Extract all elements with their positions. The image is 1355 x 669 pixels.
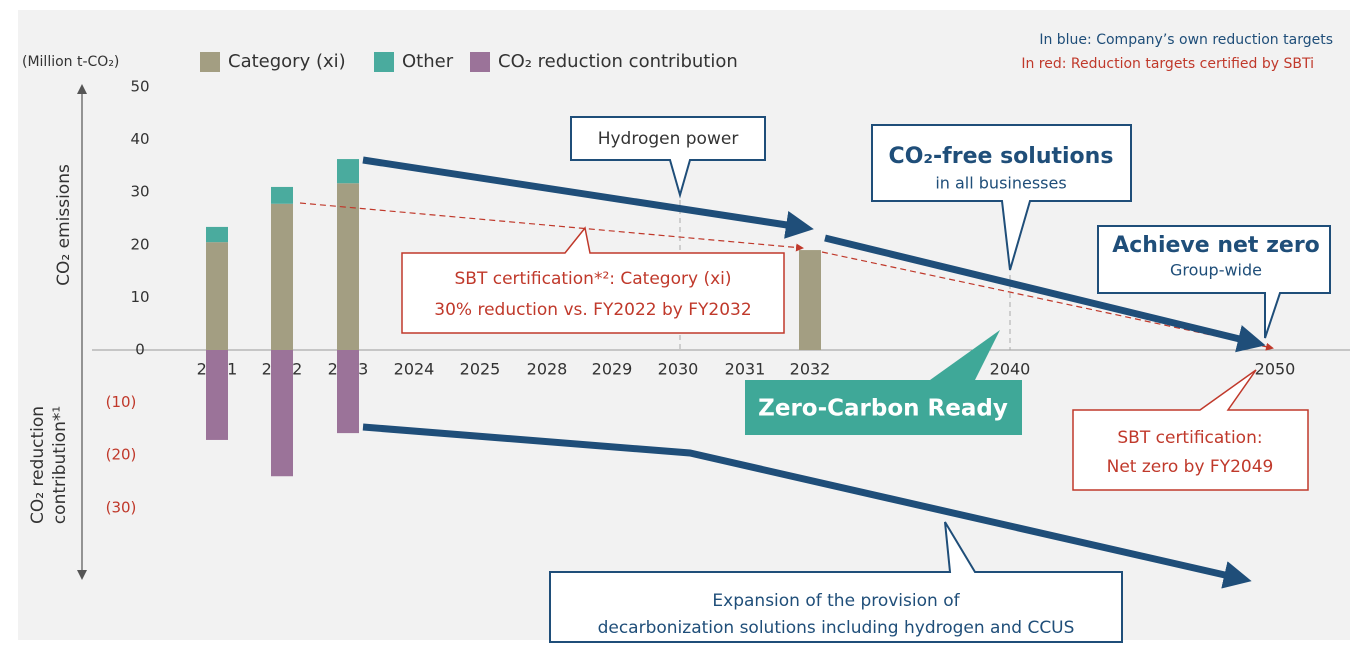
annotation: in all businesses [935,174,1066,193]
legend-label: Category (xi) [228,51,346,72]
x-tick-label: 2024 [394,360,435,379]
bar [206,226,228,243]
callout [549,521,1123,643]
callout [871,124,1132,271]
y-tick-label: 10 [130,288,149,306]
y-tick-label: (10) [106,393,137,411]
annotation: Group-wide [1170,261,1262,280]
annotation: Net zero by FY2049 [1107,457,1274,477]
y-tick-label: 30 [130,183,149,201]
target-arrow [824,234,1266,353]
bar [271,186,293,204]
legend-swatch [470,52,490,72]
bar [337,183,359,350]
x-tick-label: 2031 [725,360,766,379]
annotation: Hydrogen power [598,129,739,149]
bar [799,250,821,350]
annotation: SBT certification*²: Category (xi) [454,269,731,289]
y-axis-label: CO₂ emissions [54,164,74,286]
y-negative-label: CO₂ reduction [28,406,48,524]
y-tick-label: 40 [130,130,149,148]
sbt-trend [299,202,804,252]
bar [271,203,293,350]
annotation: CO₂-free solutions [889,144,1114,169]
legend-swatch [374,52,394,72]
annotation: Expansion of the provision of [712,591,960,611]
y-negative-label: contribution*¹ [50,406,70,524]
x-tick-label: 2028 [527,360,568,379]
annotation: decarbonization solutions including hydr… [598,618,1075,638]
legend: Category (xi) Other CO₂ reduction contribu… [200,51,738,72]
y-tick-label: 50 [130,78,149,96]
y-tick-label: (30) [106,498,137,516]
y-tick-label: 0 [135,341,145,359]
annotation: 30% reduction vs. FY2022 by FY2032 [434,300,751,320]
bar [337,350,359,434]
y-tick-label: 20 [130,235,149,253]
contribution-arrow [362,423,1252,589]
annotation: Zero-Carbon Ready [758,396,1008,422]
callout [1097,225,1331,339]
legend-swatch [200,52,220,72]
callout [745,330,1022,435]
x-tick-label: 2029 [592,360,633,379]
y-tick-label: (20) [106,446,137,464]
note: In red: Reduction targets certified by S… [1021,56,1314,72]
legend-label: Other [402,51,454,72]
annotation: Achieve net zero [1112,233,1320,258]
legend-label: CO₂ reduction contribution [498,51,738,72]
x-tick-label: 2040 [990,360,1031,379]
x-tick-label: 2050 [1255,360,1296,379]
callout [570,116,766,199]
bar [206,350,228,440]
annotation: SBT certification: [1117,428,1262,448]
x-tick-label: 2025 [460,360,501,379]
bar [337,159,359,184]
y-unit: (Million t-CO₂) [22,54,119,70]
target-arrow [362,156,814,239]
x-tick-label: 2032 [790,360,831,379]
marks: 2021202220232024202520282029203020312032… [197,159,1296,477]
bar [271,350,293,477]
callout [1072,369,1309,491]
bar [206,242,228,350]
note: In blue: Company’s own reduction targets [1039,32,1333,48]
callout [401,226,785,334]
x-tick-label: 2030 [658,360,699,379]
